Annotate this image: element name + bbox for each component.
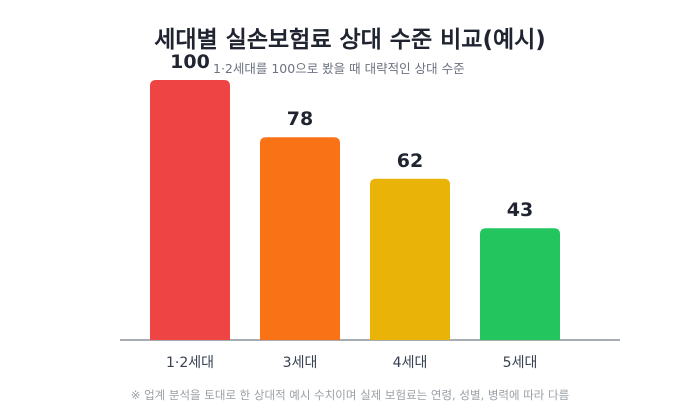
bars-group: 100 1·2세대 78 3세대 62 4세대 43 5세대 — [150, 51, 560, 371]
chart-note: ※ 업계 분석을 토대로 한 상대적 예시 수치이며 실제 보험료는 연령, 성… — [130, 388, 570, 402]
bar-value-label: 43 — [507, 199, 533, 221]
bar-3 — [370, 178, 450, 340]
x-tick-label: 1·2세대 — [166, 355, 214, 371]
bar-value-label: 62 — [397, 150, 423, 172]
x-tick-label: 5세대 — [503, 355, 538, 371]
bar-2 — [260, 137, 340, 340]
bar-value-label: 100 — [170, 51, 210, 73]
x-tick-label: 3세대 — [283, 355, 318, 371]
bar-value-label: 78 — [287, 108, 313, 130]
chart-subtitle: 1·2세대를 100으로 봤을 때 대략적인 상대 수준 — [213, 61, 465, 76]
bar-1 — [150, 80, 230, 340]
chart-title: 세대별 실손보험료 상대 수준 비교(예시) — [154, 27, 546, 53]
x-tick-label: 4세대 — [393, 355, 428, 371]
bar-4 — [480, 228, 560, 340]
